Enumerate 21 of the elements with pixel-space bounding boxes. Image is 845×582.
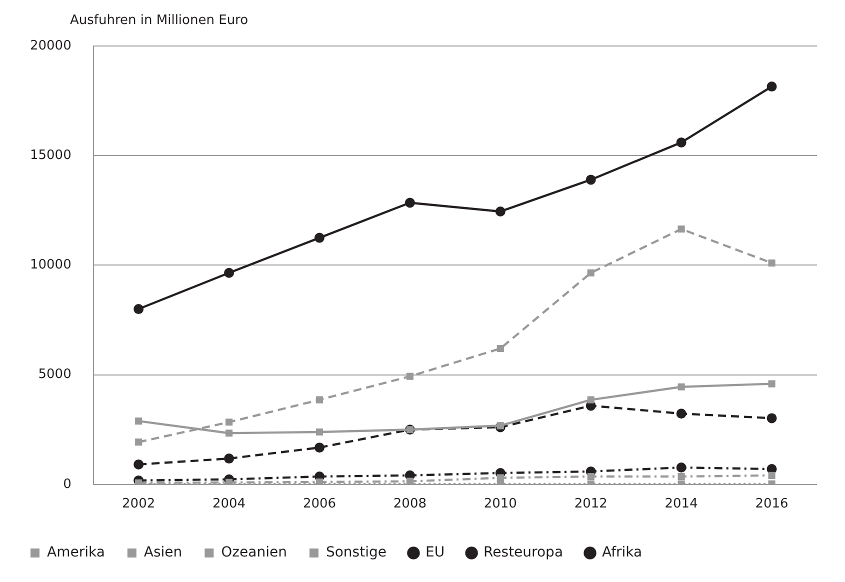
x-tick-label: 2010 xyxy=(484,496,517,512)
legend-label: EU xyxy=(425,544,445,561)
x-tick-label: 2002 xyxy=(122,496,156,512)
y-axis-title: Ausfuhren in Millionen Euro xyxy=(70,12,248,28)
y-tick-label: 15000 xyxy=(30,148,72,163)
x-tick-label: 2012 xyxy=(574,496,608,512)
y-tick-label: 5000 xyxy=(38,367,72,382)
x-tick-label: 2006 xyxy=(302,496,336,512)
x-tick-label: 2008 xyxy=(393,496,426,512)
y-tick-label: 20000 xyxy=(30,38,72,54)
y-tick-label: 10000 xyxy=(30,258,72,273)
x-tick-label: 2004 xyxy=(212,496,246,512)
x-tick-label: 2016 xyxy=(755,496,788,512)
x-tick-label: 2014 xyxy=(664,496,698,512)
legend-label: Amerika xyxy=(47,544,105,561)
legend-label: Sonstige xyxy=(326,544,386,561)
legend-label: Afrika xyxy=(602,544,642,561)
y-tick-label: 0 xyxy=(63,476,72,492)
legend-label: Resteuropa xyxy=(484,544,564,561)
legend-label: Ozeanien xyxy=(221,544,287,561)
legend-label: Asien xyxy=(144,544,182,561)
